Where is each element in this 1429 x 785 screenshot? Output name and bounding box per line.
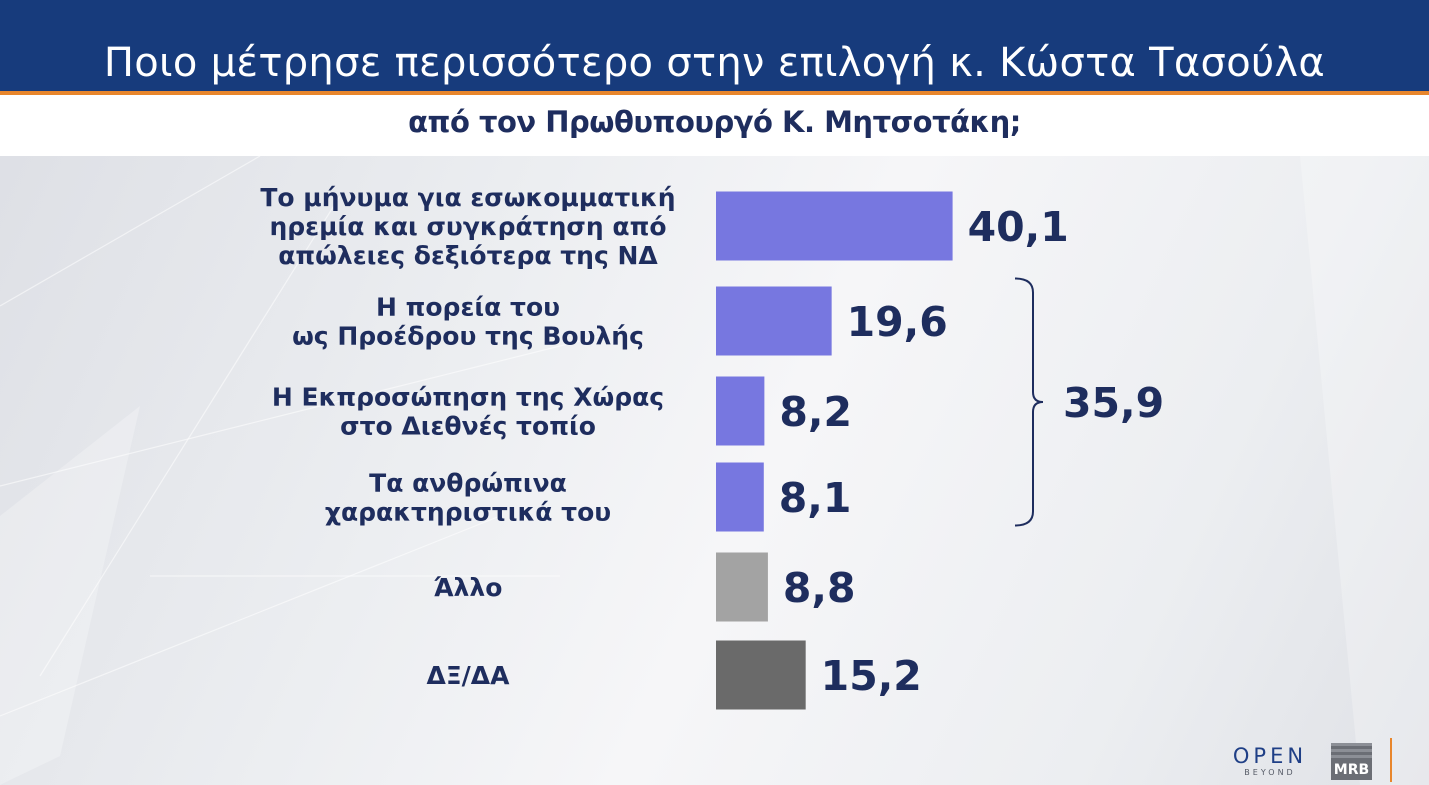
mrb-logo-text: MRB — [1333, 762, 1370, 778]
bar-1 — [716, 191, 953, 261]
bar-6 — [716, 640, 806, 710]
bar-3 — [716, 376, 765, 446]
category-label-line: χαρακτηριστικά του — [325, 498, 611, 527]
open-logo: OPEN BEYOND — [1230, 744, 1310, 780]
category-label-1: Το μήνυμα για εσωκομματική ηρεμία και συγ… — [260, 183, 675, 270]
category-label-line: ΔΞ/ΔΑ — [427, 661, 511, 690]
category-label-line: ως Προέδρου της Βουλής — [292, 322, 644, 351]
bar-2 — [716, 286, 832, 356]
category-label-line: Η πορεία του — [376, 293, 560, 322]
category-label-6: ΔΞ/ΔΑ — [427, 661, 511, 690]
group-bracket-label: 35,9 — [1063, 379, 1164, 427]
category-label-line: Άλλο — [434, 573, 503, 602]
value-label-6: 15,2 — [821, 652, 922, 700]
value-label-1: 40,1 — [968, 203, 1069, 251]
category-label-line: απώλειες δεξιότερα της ΝΔ — [278, 241, 658, 270]
category-label-line: Τα ανθρώπινα — [369, 469, 567, 498]
category-label-line: στο Διεθνές τοπίο — [340, 412, 596, 441]
open-logo-text: OPEN — [1232, 744, 1308, 768]
value-label-5: 8,8 — [783, 564, 856, 612]
value-label-4: 8,1 — [779, 474, 852, 522]
mrb-logo: MRB — [1331, 743, 1372, 780]
bar-4 — [716, 462, 764, 532]
chart-title: Ποιο μέτρησε περισσότερο στην επιλογή κ.… — [103, 40, 1326, 86]
background-decoration — [0, 156, 1429, 785]
subtitle-bar — [0, 95, 1429, 156]
category-label-4: Τα ανθρώπινα χαρακτηριστικά του — [325, 469, 611, 527]
logo-divider — [1390, 738, 1392, 782]
value-label-3: 8,2 — [779, 388, 852, 436]
bar-5 — [716, 552, 768, 622]
category-label-line: ηρεμία και συγκράτηση από — [269, 212, 666, 241]
category-label-line: Η Εκπροσώπηση της Χώρας — [272, 383, 664, 412]
open-logo-subtext: BEYOND — [1244, 768, 1296, 777]
category-label-5: Άλλο — [434, 573, 503, 602]
group-bracket — [1014, 277, 1044, 527]
category-label-line: Το μήνυμα για εσωκομματική — [260, 183, 675, 212]
category-label-3: Η Εκπροσώπηση της Χώρας στο Διεθνές τοπίο — [272, 383, 664, 441]
category-label-2: Η πορεία του ως Προέδρου της Βουλής — [292, 293, 644, 351]
chart-subtitle: από τον Πρωθυπουργό Κ. Μητσοτάκη; — [408, 105, 1021, 139]
header-bar — [0, 0, 1429, 95]
value-label-2: 19,6 — [847, 298, 948, 346]
mrb-logo-stripes — [1331, 743, 1372, 760]
